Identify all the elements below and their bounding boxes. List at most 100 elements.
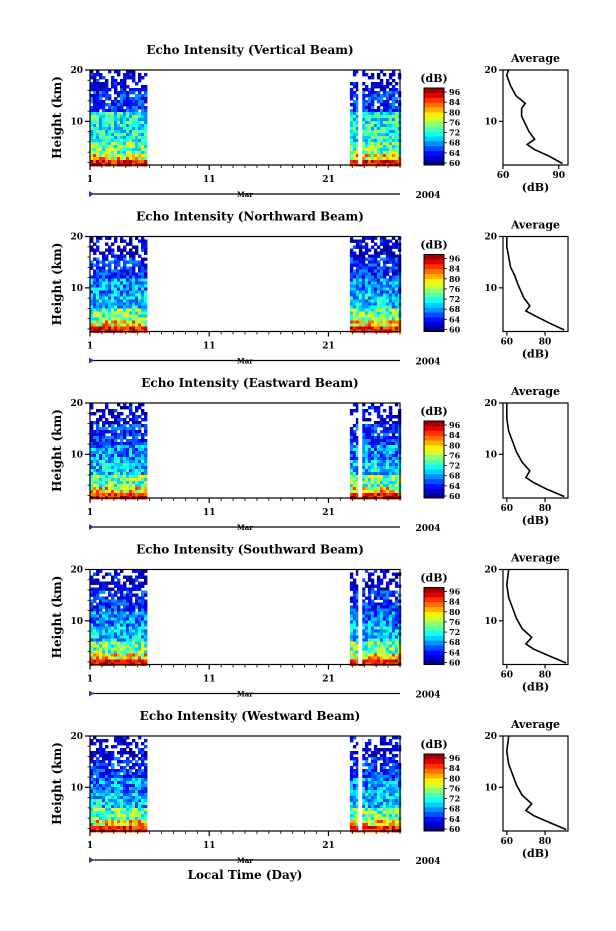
- colorbar-tick-label: 68: [449, 637, 461, 647]
- colorbar-band: [424, 754, 444, 760]
- height-axis-label: Height (km): [50, 243, 64, 326]
- colorbar-tick-label: 64: [449, 314, 461, 324]
- colorbar-band: [424, 654, 444, 660]
- y-tick-label: 10: [70, 783, 83, 793]
- average-profile-line: [505, 236, 565, 331]
- colorbar-tick-label: 68: [449, 804, 461, 814]
- colorbar-band: [424, 816, 444, 822]
- day-tick-label: 1: [87, 675, 93, 685]
- day-tick-label: 11: [203, 841, 216, 851]
- colorbar-tick-label: 64: [449, 148, 461, 158]
- colorbar-band: [424, 630, 444, 636]
- colorbar-band: [424, 293, 444, 299]
- profile-x-tick-label: 80: [539, 504, 552, 514]
- colorbar-band: [424, 102, 444, 108]
- data-gap-1: [358, 403, 363, 498]
- y-tick-label: 20: [70, 566, 83, 576]
- colorbar-tick-label: 60: [449, 491, 461, 501]
- colorbar-band: [424, 592, 444, 598]
- colorbar-band: [424, 283, 444, 289]
- panel-title: Echo Intensity (Westward Beam): [140, 709, 361, 723]
- year-label: 2004: [415, 691, 440, 701]
- month-label: Mar: [237, 523, 253, 532]
- panel-title: Echo Intensity (Vertical Beam): [146, 43, 353, 57]
- day-tick-label: 21: [322, 342, 335, 352]
- height-axis-label: Height (km): [50, 742, 64, 825]
- colorbar-band: [424, 288, 444, 294]
- colorbar-band: [424, 112, 444, 118]
- colorbar-frame: [423, 254, 445, 332]
- average-profile-line: [505, 403, 565, 498]
- month-start-marker: [89, 690, 94, 697]
- echo-intensity-heatmap: [90, 70, 402, 167]
- colorbar-band: [424, 121, 444, 127]
- month-start-marker: [89, 524, 94, 530]
- colorbar-band: [424, 449, 444, 455]
- colorbar-band: [424, 645, 444, 651]
- profile-y-tick-label: 20: [484, 233, 497, 243]
- average-profile-line: [505, 569, 567, 664]
- colorbar-band: [424, 88, 444, 94]
- colorbar-frame: [423, 87, 445, 166]
- colorbar-band: [424, 145, 444, 151]
- profile-title: Average: [510, 52, 560, 65]
- colorbar-band: [424, 464, 444, 470]
- day-tick-label: 21: [322, 841, 335, 851]
- colorbar-band: [424, 488, 444, 494]
- colorbar-band: [424, 126, 444, 132]
- colorbar-frame: [423, 587, 445, 665]
- colorbar-tick-label: 72: [449, 627, 460, 637]
- y-tick-label: 20: [70, 66, 83, 76]
- day-tick-label: 11: [203, 675, 216, 685]
- year-label: 2004: [415, 358, 440, 368]
- profile-y-tick-label: 20: [484, 732, 497, 742]
- colorbar-band: [424, 611, 444, 617]
- colorbar-tick-label: 72: [449, 128, 460, 138]
- colorbar-band: [424, 297, 444, 303]
- colorbar-band: [424, 116, 444, 122]
- colorbar-frame: [423, 420, 445, 499]
- data-gap-1: [358, 569, 363, 665]
- colorbar-tick-label: 84: [449, 763, 461, 773]
- colorbar-tick-label: 60: [449, 658, 461, 668]
- colorbar-tick-label: 68: [449, 471, 461, 481]
- echo-intensity-heatmap: [90, 403, 402, 500]
- colorbar-band: [424, 782, 444, 788]
- profile-x-tick-label: 80: [539, 338, 552, 348]
- colorbar-band: [424, 92, 444, 98]
- echo-intensity-heatmap: [90, 736, 402, 833]
- y-tick-label: 20: [70, 399, 83, 409]
- data-gap-1: [358, 70, 363, 165]
- colorbar-band: [424, 430, 444, 436]
- local-time-axis-title: Local Time (Day): [188, 868, 303, 882]
- colorbar-band: [424, 435, 444, 441]
- colorbar-tick-label: 60: [449, 824, 461, 834]
- colorbar-tick-label: 80: [449, 773, 461, 783]
- colorbar-tick-label: 80: [449, 107, 461, 117]
- colorbar-band: [424, 459, 444, 465]
- colorbar-tick-label: 80: [449, 607, 461, 617]
- day-tick-label: 11: [203, 508, 216, 518]
- month-start-marker: [89, 857, 94, 863]
- colorbar-band: [424, 778, 444, 784]
- profile-x-tick-label: 90: [552, 171, 565, 181]
- year-label: 2004: [415, 524, 440, 534]
- beam-panel-5: Echo Intensity (Westward Beam) 20 10 Height…: [50, 709, 569, 867]
- colorbar-band: [424, 469, 444, 475]
- colorbar-unit-label: (dB): [420, 72, 447, 85]
- month-label: Mar: [237, 856, 253, 865]
- colorbar-band: [424, 440, 444, 446]
- colorbar-tick-label: 84: [449, 430, 461, 440]
- day-tick-label: 1: [87, 342, 93, 352]
- colorbar-band: [424, 97, 444, 103]
- echo-intensity-heatmap: [90, 569, 402, 666]
- month-label: Mar: [237, 190, 253, 199]
- colorbar-band: [424, 606, 444, 612]
- colorbar-band: [424, 635, 444, 641]
- profile-frame: [502, 235, 569, 333]
- colorbar-band: [424, 278, 444, 284]
- colorbar-band: [424, 155, 444, 161]
- colorbar-band: [424, 483, 444, 489]
- panel-title: Echo Intensity (Southward Beam): [136, 543, 364, 557]
- profile-y-tick-label: 10: [484, 284, 497, 294]
